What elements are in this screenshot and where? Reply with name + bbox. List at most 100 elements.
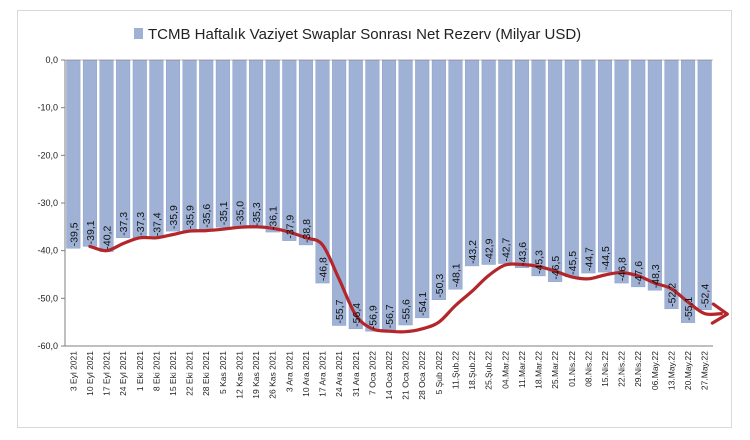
chart-frame: TCMB Haftalık Vaziyet Swaplar Sonrası Ne… [17, 10, 732, 428]
bar-16 [332, 59, 347, 326]
bar-5 [149, 59, 164, 239]
y-tick-label-2: -20,0 [37, 150, 58, 160]
bar-0 [66, 59, 81, 249]
data-label-23: -48,1 [450, 263, 462, 287]
x-tick-label-26: 04.Mar.22 [500, 351, 510, 389]
data-label-2: -40,2 [102, 226, 114, 250]
y-tick-label-6: -60,0 [37, 341, 58, 351]
data-label-18: -56,9 [367, 305, 379, 329]
x-tick-label-22: 5 Şub 2022 [434, 351, 444, 395]
y-tick-label-5: -50,0 [37, 293, 58, 303]
x-tick-label-32: 15.Nis.22 [600, 351, 610, 387]
bar-26 [498, 59, 513, 264]
data-label-17: -56,4 [351, 303, 363, 327]
bar-20 [398, 59, 413, 326]
data-label-1: -39,1 [85, 220, 97, 244]
bar-4 [132, 59, 147, 239]
bar-22 [431, 59, 446, 300]
x-tick-label-34: 29.Nis.22 [633, 351, 643, 387]
x-tick-label-14: 10 Ara 2021 [301, 351, 311, 397]
data-label-15: -46,8 [318, 257, 330, 281]
bar-29 [548, 59, 563, 282]
bar-23 [448, 59, 463, 290]
trend-arrow [88, 225, 729, 334]
data-label-6: -35,9 [168, 205, 180, 229]
x-tick-label-25: 25.Şub.22 [484, 351, 494, 390]
y-tick-label-3: -30,0 [37, 198, 58, 208]
data-label-21: -54,1 [417, 292, 429, 316]
data-label-4: -37,3 [135, 212, 147, 236]
bar-35 [647, 59, 662, 291]
trend-arrow-line [88, 225, 723, 334]
data-label-25: -42,9 [484, 238, 496, 262]
x-tick-label-11: 19 Kas 2021 [251, 351, 261, 399]
x-tick-label-2: 17 Eyl 2021 [102, 351, 112, 396]
axes [61, 59, 713, 347]
x-tick-label-38: 27.May.22 [700, 351, 710, 390]
data-label-5: -37,4 [151, 212, 163, 236]
bar-27 [514, 59, 529, 269]
data-label-31: -44,7 [583, 247, 595, 271]
x-tick-label-13: 3 Ara 2021 [284, 351, 294, 392]
data-label-34: -47,6 [633, 261, 645, 285]
x-tick-label-4: 1 Eki 2021 [135, 351, 145, 391]
x-tick-label-23: 11.Şub.22 [450, 351, 460, 389]
data-labels: -39,5 -39,1 -40,2 -37,3 -37,3 -37,4 -35,9 -35,9… [68, 201, 711, 329]
bar-37 [681, 59, 696, 323]
bar-14 [298, 59, 313, 246]
x-tick-label-28: 18.Mar.22 [534, 351, 544, 389]
x-tick-label-20: 21 Oca 2022 [401, 351, 411, 400]
bar-31 [581, 59, 596, 274]
data-label-0: -39,5 [68, 222, 80, 246]
x-tick-label-15: 17 Ara 2021 [318, 351, 328, 397]
data-label-19: -56,7 [384, 304, 396, 328]
x-tick-label-6: 15 Eki 2021 [168, 351, 178, 396]
bar-34 [631, 59, 646, 288]
data-label-13: -37,9 [284, 215, 296, 239]
x-tick-labels: 3 Eyl 2021 10 Eyl 2021 17 Eyl 2021 24 Eyl 2… [68, 351, 709, 400]
y-tick-label-4: -40,0 [37, 246, 58, 256]
data-label-24: -43,2 [467, 240, 479, 264]
x-tick-label-31: 08.Nis.22 [583, 351, 593, 387]
data-label-16: -55,7 [334, 299, 346, 323]
data-label-36: -52,2 [666, 283, 678, 307]
bar-13 [282, 59, 297, 241]
data-label-12: -36,1 [268, 206, 280, 230]
x-tick-label-24: 18.Şub.22 [467, 351, 477, 390]
x-tick-label-30: 01.Nis.22 [567, 351, 577, 387]
data-label-30: -45,5 [567, 251, 579, 275]
data-label-27: -43,6 [517, 242, 529, 266]
data-label-11: -35,3 [251, 202, 263, 226]
legend-label: TCMB Haftalık Vaziyet Swaplar Sonrası Ne… [148, 26, 581, 43]
data-label-8: -35,6 [201, 204, 213, 228]
data-label-26: -42,7 [500, 237, 512, 261]
data-label-29: -46,5 [550, 256, 562, 280]
legend: TCMB Haftalık Vaziyet Swaplar Sonrası Ne… [134, 26, 581, 43]
data-label-20: -55,6 [401, 299, 413, 323]
trend-arrow-head [710, 302, 729, 325]
y-tick-labels: 0,0 -10,0 -20,0 -30,0 -40,0 -50,0 -60,0 [37, 55, 58, 351]
bar-18 [365, 59, 380, 332]
x-tick-label-37: 20.May.22 [683, 351, 693, 390]
bar-36 [664, 59, 679, 310]
bar-17 [348, 59, 363, 330]
bar-3 [116, 59, 131, 239]
data-label-32: -44,5 [600, 246, 612, 270]
bars [66, 59, 712, 332]
data-label-22: -50,3 [434, 274, 446, 298]
bar-2 [99, 59, 114, 252]
x-tick-label-33: 22.Nis.22 [617, 351, 627, 387]
x-tick-label-16: 24 Ara 2021 [334, 351, 344, 397]
data-label-10: -35,0 [234, 201, 246, 225]
bar-21 [415, 59, 430, 319]
legend-swatch [134, 28, 143, 39]
bar-24 [465, 59, 480, 267]
bar-25 [481, 59, 496, 265]
bar-28 [531, 59, 546, 277]
x-tick-label-3: 24 Eyl 2021 [118, 351, 128, 396]
net-reserve-chart: TCMB Haftalık Vaziyet Swaplar Sonrası Ne… [37, 26, 729, 400]
bar-33 [614, 59, 629, 284]
x-tick-label-7: 22 Eki 2021 [185, 351, 195, 396]
data-label-9: -35,1 [218, 201, 230, 225]
data-label-28: -45,3 [534, 250, 546, 274]
